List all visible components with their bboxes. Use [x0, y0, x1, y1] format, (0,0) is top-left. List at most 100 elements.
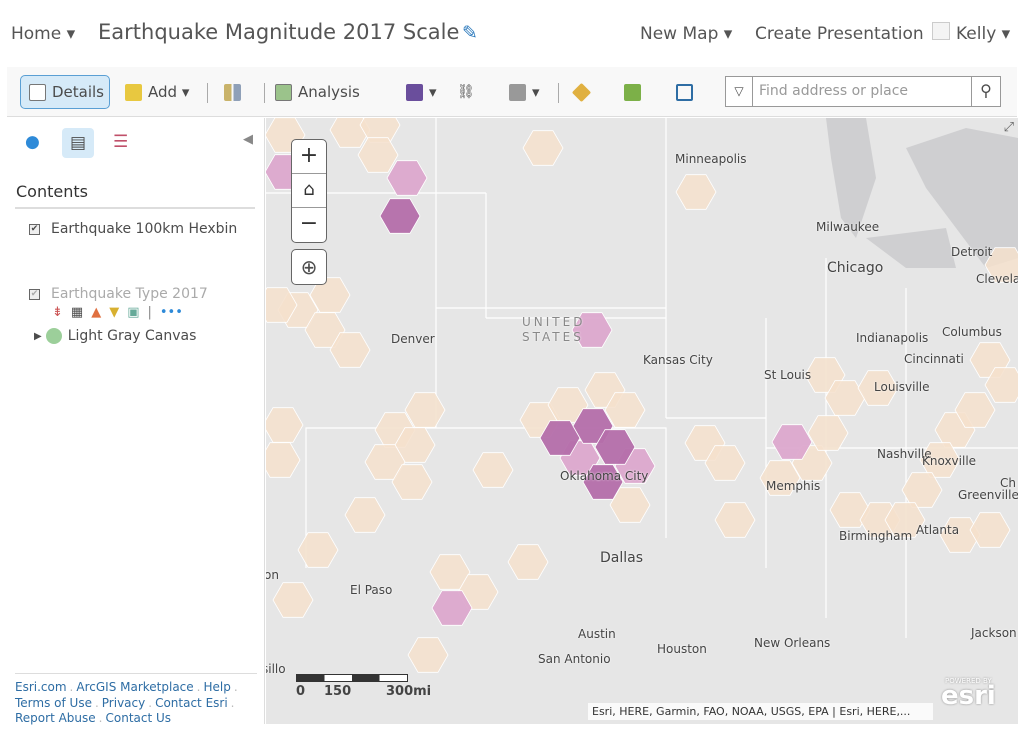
- city-label: Austin: [578, 627, 616, 641]
- analysis-icon[interactable]: ▣: [127, 305, 140, 320]
- footer-link[interactable]: Report Abuse: [15, 711, 96, 725]
- details-button[interactable]: Details: [20, 75, 110, 109]
- user-menu[interactable]: Kelly ▾: [956, 24, 1011, 44]
- basemap-layer-item[interactable]: ▶ Light Gray Canvas: [34, 328, 196, 344]
- map-attribution[interactable]: Esri, HERE, Garmin, FAO, NOAA, USGS, EPA…: [588, 703, 933, 720]
- edit-pencil-icon[interactable]: ✎: [462, 22, 478, 44]
- footer-links: Esri.com. ArcGIS Marketplace. Help. Terms …: [15, 673, 257, 727]
- hexbin-mid[interactable]: [771, 424, 813, 460]
- measure-button[interactable]: [624, 75, 647, 109]
- layer-item[interactable]: ✔ Earthquake Type 2017: [29, 286, 208, 302]
- hexbin-low[interactable]: [472, 452, 514, 488]
- directions-button[interactable]: [571, 75, 596, 109]
- hexbin-low[interactable]: [507, 544, 549, 580]
- zoom-in-button[interactable]: +: [292, 140, 326, 174]
- hexbin-high[interactable]: [594, 429, 636, 465]
- more-options-icon[interactable]: •••: [159, 305, 183, 320]
- scale-bar: 0 150 300mi: [296, 674, 431, 699]
- basemap-gallery-button[interactable]: [224, 75, 247, 109]
- footer-link[interactable]: Esri.com: [15, 680, 67, 694]
- search-input[interactable]: Find address or place: [759, 83, 909, 99]
- analysis-button[interactable]: Analysis: [275, 75, 360, 109]
- hexbin-low[interactable]: [272, 582, 314, 618]
- hexbin-low[interactable]: [309, 277, 351, 313]
- footer-link[interactable]: Contact Esri: [155, 695, 228, 710]
- hexbin-low[interactable]: [857, 370, 899, 406]
- add-button[interactable]: Add ▾: [125, 75, 189, 109]
- about-tab-info-icon[interactable]: ●: [25, 132, 40, 152]
- hexbin-mid[interactable]: [386, 160, 428, 196]
- layer-item[interactable]: ✔ Earthquake 100km Hexbin: [29, 221, 237, 237]
- print-icon: [509, 83, 526, 101]
- city-label: Atlanta: [916, 523, 960, 537]
- hexbin-low[interactable]: [829, 492, 871, 528]
- hexbin-high[interactable]: [582, 464, 624, 500]
- show-legend-icon[interactable]: ⇟: [52, 305, 63, 320]
- bookmarks-button[interactable]: [676, 75, 699, 109]
- hexbin-low[interactable]: [824, 380, 866, 416]
- hexbin-low[interactable]: [266, 407, 304, 443]
- hexbin-mid[interactable]: [571, 312, 613, 348]
- city-label: on: [266, 568, 279, 582]
- collapse-sidebar-icon[interactable]: ◀: [243, 132, 253, 147]
- expand-triangle-icon[interactable]: ▶: [34, 330, 42, 342]
- search-source-dropdown[interactable]: ▽: [726, 77, 753, 106]
- table-icon[interactable]: ▦: [70, 305, 84, 320]
- hexbin-low[interactable]: [407, 637, 449, 673]
- layer-checkbox[interactable]: ✔: [29, 223, 40, 235]
- hexbin-low[interactable]: [759, 460, 801, 496]
- city-label: Minneapolis: [675, 152, 747, 166]
- hexbin-low[interactable]: [954, 392, 996, 428]
- home-extent-button[interactable]: ⌂: [292, 174, 326, 208]
- city-label: Houston: [657, 642, 707, 656]
- footer-link[interactable]: Contact Us: [105, 711, 172, 725]
- footer-link[interactable]: Help: [203, 680, 231, 694]
- new-map-menu[interactable]: New Map ▾: [640, 24, 733, 44]
- hexbin-low[interactable]: [604, 392, 646, 428]
- hexbin-low[interactable]: [939, 517, 981, 553]
- hexbin-low[interactable]: [675, 174, 717, 210]
- hexbin-low[interactable]: [901, 472, 943, 508]
- hexbin-low[interactable]: [266, 442, 301, 478]
- legend-tab-icon[interactable]: ☰: [113, 132, 129, 152]
- search-icon[interactable]: ⚲: [971, 77, 1000, 106]
- hexbin-low[interactable]: [266, 287, 298, 323]
- hexbin-low[interactable]: [391, 464, 433, 500]
- hexbin-high[interactable]: [539, 420, 581, 456]
- map-view[interactable]: ⤢ + ⌂ − ⊕ Minneapolis Milwaukee Chicago Det…: [266, 118, 1018, 724]
- hexbin-low[interactable]: [522, 130, 564, 166]
- hexbin-low[interactable]: [609, 487, 651, 523]
- hexbin-low[interactable]: [919, 442, 961, 478]
- hexbin-low[interactable]: [714, 502, 756, 538]
- hexbin-low[interactable]: [884, 502, 926, 538]
- hexbin-low[interactable]: [969, 512, 1011, 548]
- zoom-out-button[interactable]: −: [299, 211, 319, 236]
- hexbin-low[interactable]: [807, 415, 849, 451]
- filter-icon[interactable]: ▼: [109, 305, 120, 320]
- hexbin-low[interactable]: [297, 532, 339, 568]
- hexbin-low[interactable]: [984, 367, 1018, 403]
- hexbin-low[interactable]: [404, 392, 446, 428]
- home-menu[interactable]: Home ▾: [11, 24, 76, 44]
- content-tab-icon[interactable]: ▤: [62, 128, 94, 158]
- layer-checkbox[interactable]: ✔: [29, 288, 40, 300]
- expand-map-icon[interactable]: ⤢: [1003, 120, 1014, 135]
- hexbin-high[interactable]: [379, 198, 421, 234]
- hexbin-low[interactable]: [329, 332, 371, 368]
- map-title: Earthquake Magnitude 2017 Scale: [98, 20, 460, 44]
- hexbin-low[interactable]: [344, 497, 386, 533]
- footer-link[interactable]: ArcGIS Marketplace: [76, 680, 194, 694]
- avatar[interactable]: [932, 22, 950, 40]
- hexbin-mid[interactable]: [431, 590, 473, 626]
- share-link-button[interactable]: ⛓: [457, 75, 475, 109]
- hexbin-low[interactable]: [984, 247, 1018, 283]
- save-button[interactable]: ▾: [406, 75, 437, 109]
- footer-link[interactable]: Privacy: [101, 695, 146, 710]
- locate-button[interactable]: ⊕: [291, 249, 327, 285]
- hexbin-low[interactable]: [357, 137, 399, 173]
- footer-link[interactable]: Terms of Use: [15, 695, 92, 710]
- print-button[interactable]: ▾: [509, 75, 540, 109]
- change-style-icon[interactable]: ▲: [91, 305, 102, 320]
- create-presentation-link[interactable]: Create Presentation: [755, 24, 924, 44]
- hexbin-low[interactable]: [704, 445, 746, 481]
